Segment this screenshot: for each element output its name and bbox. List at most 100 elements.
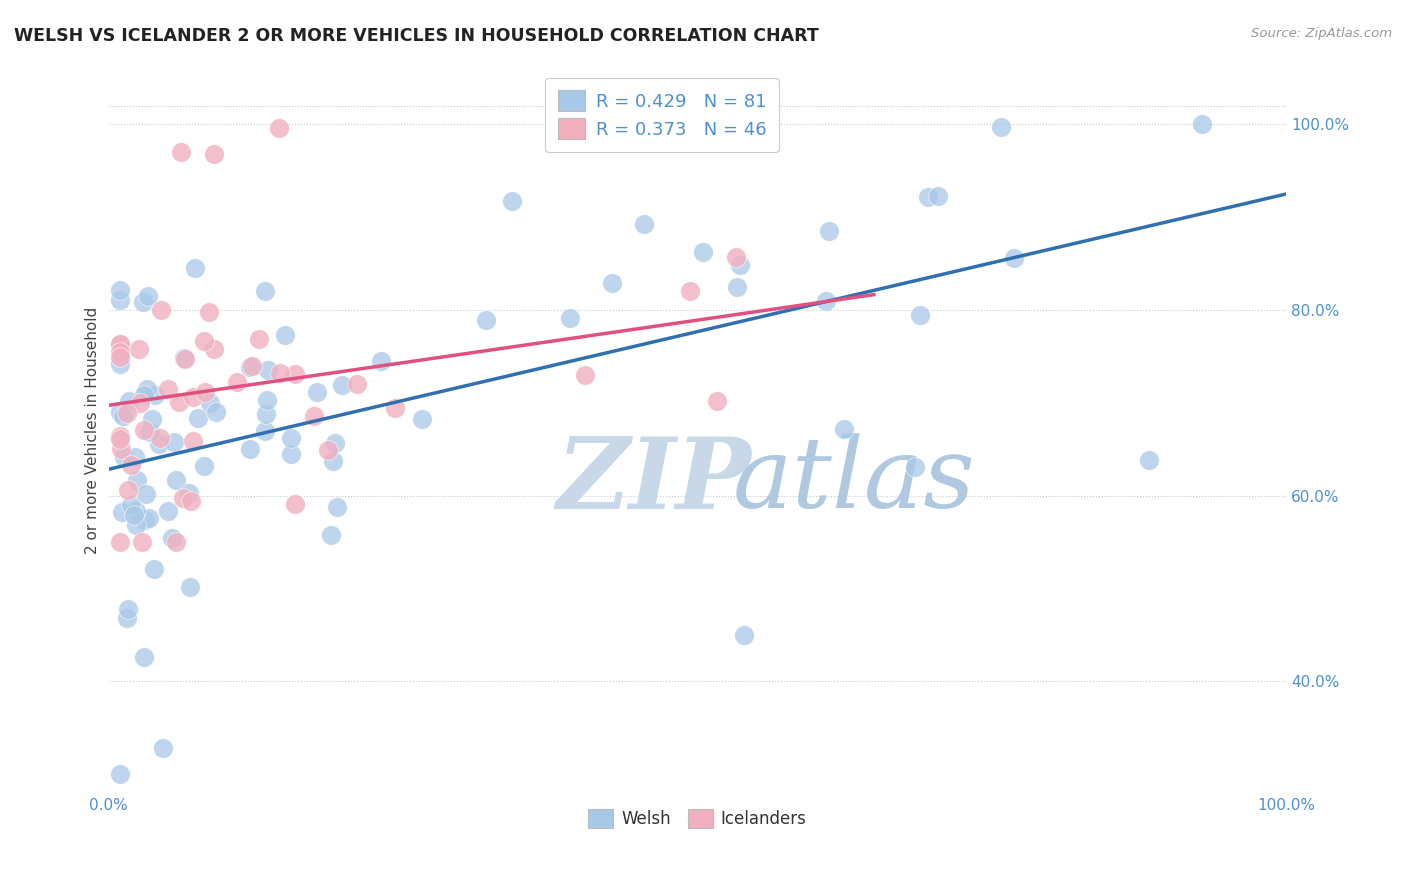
Point <box>692 244 714 259</box>
Point <box>117 602 139 616</box>
Point <box>1191 117 1213 131</box>
Point <box>110 358 132 372</box>
Point <box>110 767 132 781</box>
Point <box>194 385 217 400</box>
Point <box>152 740 174 755</box>
Point <box>316 442 339 457</box>
Point <box>574 368 596 382</box>
Point <box>145 387 167 401</box>
Point <box>110 535 132 549</box>
Point <box>322 453 344 467</box>
Point <box>733 628 755 642</box>
Point <box>990 120 1012 134</box>
Point <box>131 535 153 549</box>
Point <box>110 293 132 307</box>
Point <box>132 388 155 402</box>
Point <box>202 342 225 356</box>
Point <box>1137 453 1160 467</box>
Point <box>157 382 180 396</box>
Point <box>321 527 343 541</box>
Point <box>125 518 148 533</box>
Point <box>138 510 160 524</box>
Point <box>180 493 202 508</box>
Point <box>141 412 163 426</box>
Text: Source: ZipAtlas.com: Source: ZipAtlas.com <box>1251 27 1392 40</box>
Point <box>110 428 132 442</box>
Point <box>134 649 156 664</box>
Point <box>247 332 270 346</box>
Text: ZIP: ZIP <box>555 433 751 530</box>
Point <box>181 390 204 404</box>
Point <box>115 611 138 625</box>
Point <box>184 260 207 275</box>
Point <box>226 375 249 389</box>
Point <box>167 395 190 409</box>
Point <box>267 121 290 136</box>
Point <box>112 450 135 464</box>
Point <box>134 513 156 527</box>
Point <box>239 359 262 374</box>
Point <box>204 405 226 419</box>
Point <box>832 422 855 436</box>
Point <box>128 342 150 356</box>
Point <box>173 351 195 366</box>
Point <box>284 497 307 511</box>
Point <box>111 409 134 423</box>
Point <box>110 337 132 351</box>
Y-axis label: 2 or more Vehicles in Household: 2 or more Vehicles in Household <box>86 307 100 554</box>
Point <box>253 424 276 438</box>
Point <box>179 486 201 500</box>
Point <box>198 396 221 410</box>
Legend: Welsh, Icelanders: Welsh, Icelanders <box>581 803 814 835</box>
Point <box>274 328 297 343</box>
Point <box>117 483 139 498</box>
Point <box>156 504 179 518</box>
Point <box>150 303 173 318</box>
Point <box>706 394 728 409</box>
Point <box>346 376 368 391</box>
Point <box>110 351 132 365</box>
Point <box>323 436 346 450</box>
Point <box>122 508 145 522</box>
Point <box>187 410 209 425</box>
Point <box>129 396 152 410</box>
Point <box>110 442 132 456</box>
Point <box>148 437 170 451</box>
Point <box>110 405 132 419</box>
Point <box>131 295 153 310</box>
Point <box>501 194 523 208</box>
Point <box>269 366 291 380</box>
Point <box>170 145 193 159</box>
Point <box>284 367 307 381</box>
Point <box>927 189 949 203</box>
Point <box>633 217 655 231</box>
Point <box>302 409 325 424</box>
Point <box>330 378 353 392</box>
Point <box>179 581 201 595</box>
Point <box>138 425 160 439</box>
Point <box>370 353 392 368</box>
Point <box>280 431 302 445</box>
Point <box>254 407 277 421</box>
Point <box>110 432 132 446</box>
Point <box>174 352 197 367</box>
Point <box>160 531 183 545</box>
Point <box>730 258 752 272</box>
Point <box>239 442 262 457</box>
Point <box>917 189 939 203</box>
Point <box>240 359 263 373</box>
Point <box>202 146 225 161</box>
Text: atlas: atlas <box>733 434 976 529</box>
Point <box>256 392 278 407</box>
Point <box>135 487 157 501</box>
Point <box>254 284 277 298</box>
Point <box>110 337 132 351</box>
Point <box>124 450 146 464</box>
Point <box>725 251 748 265</box>
Point <box>165 535 187 549</box>
Point <box>198 305 221 319</box>
Point <box>125 473 148 487</box>
Point <box>904 459 927 474</box>
Point <box>172 491 194 505</box>
Point <box>411 412 433 426</box>
